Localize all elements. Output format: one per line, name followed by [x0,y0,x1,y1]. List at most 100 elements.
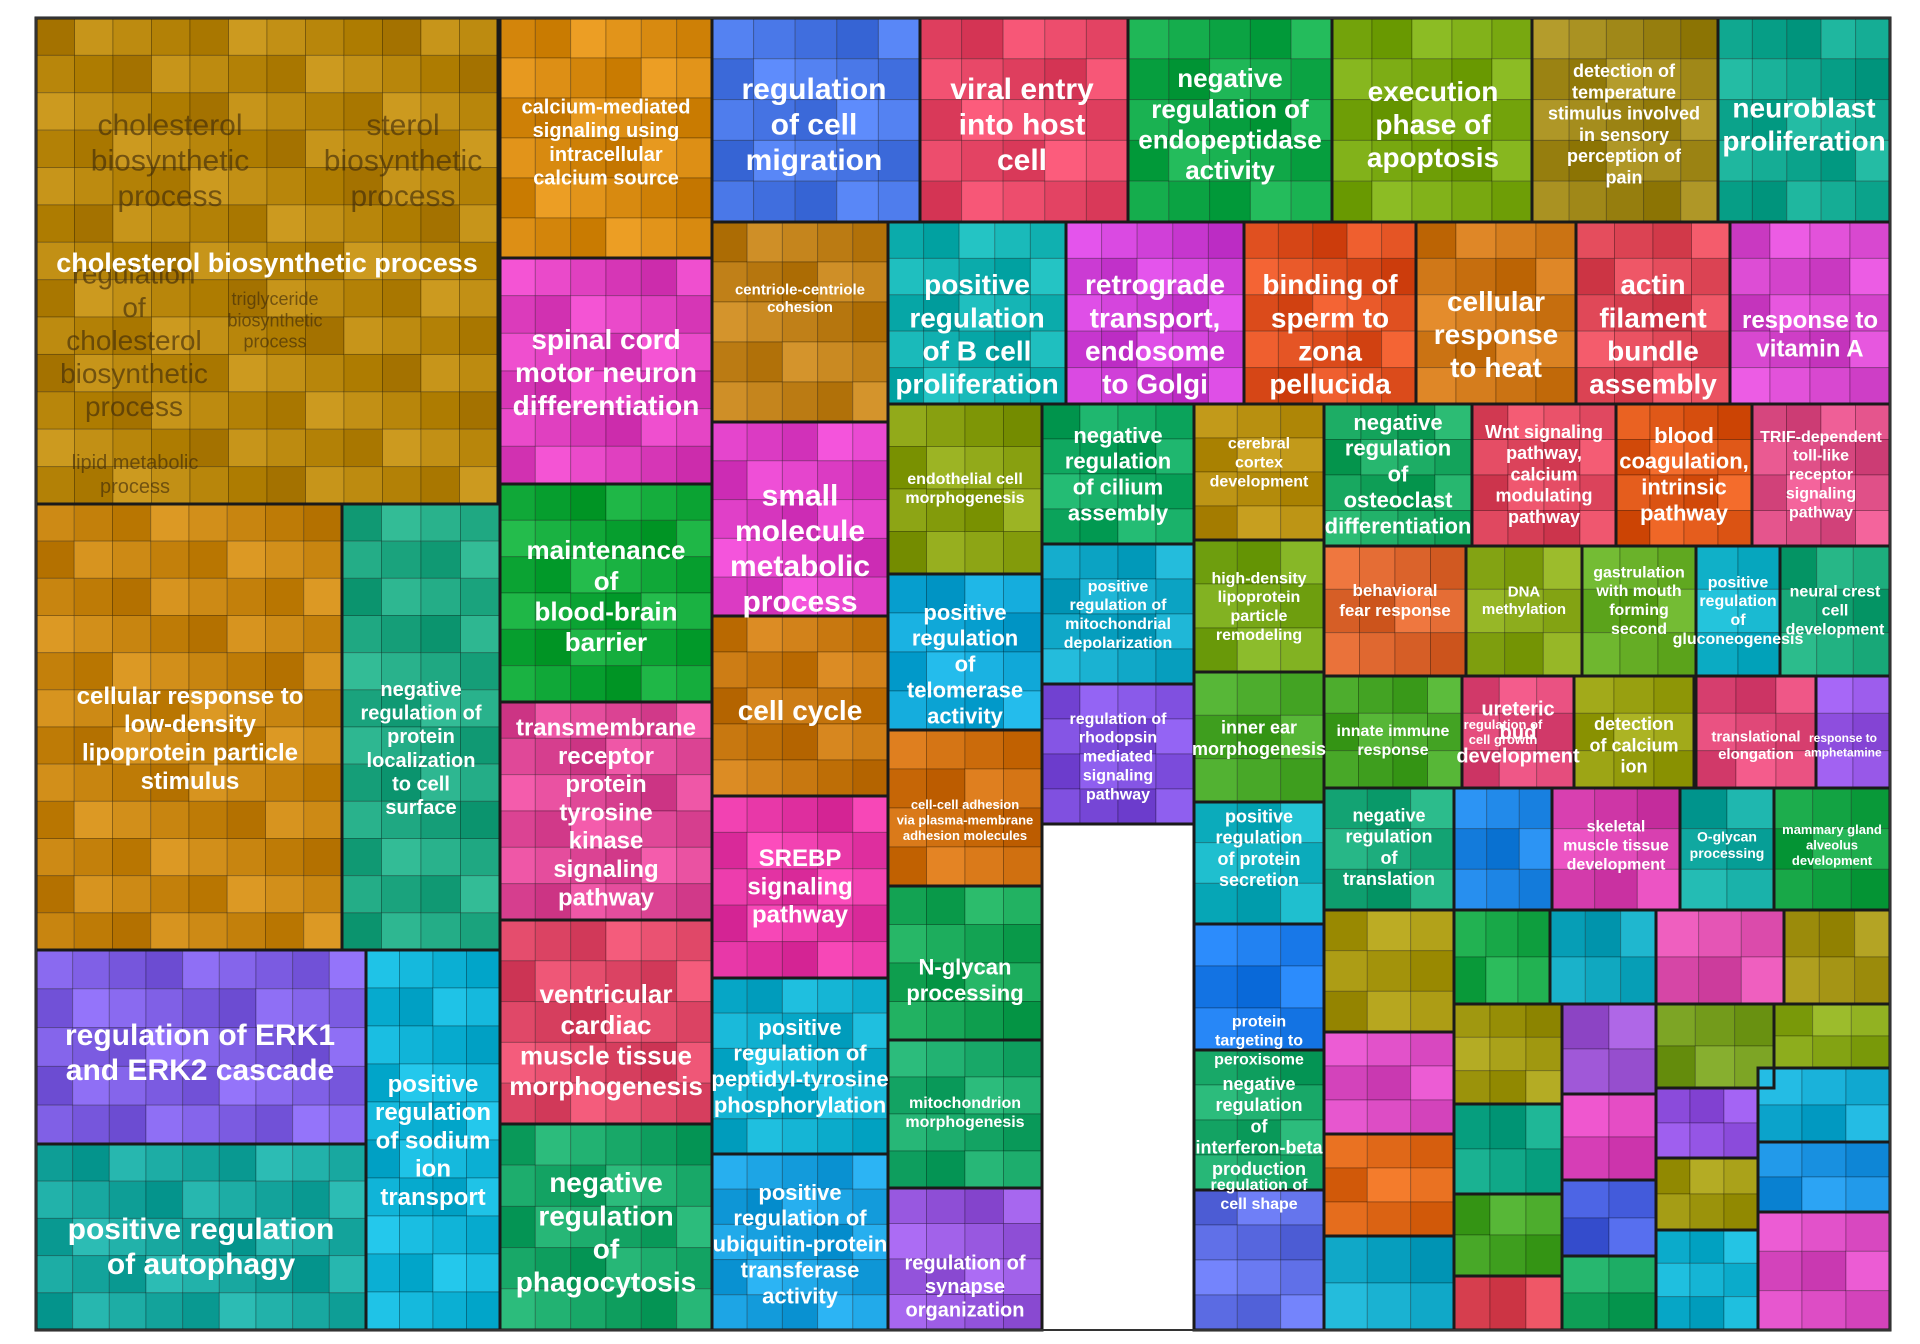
treemap-subtile [112,875,152,914]
treemap-subtile [836,180,879,223]
treemap-subtile [1236,539,1282,585]
treemap-subtile [534,332,572,372]
treemap-subtile [1236,1084,1282,1121]
treemap-subtile [1723,1122,1759,1159]
treemap-subtile [534,737,572,776]
treemap-subtile [887,257,925,296]
treemap-subtile [1323,990,1368,1033]
treemap-subtile [1561,1292,1610,1331]
treemap-subtile [640,628,678,667]
treemap-subtile [887,729,927,770]
treemap-subtile [466,949,501,989]
treemap-subtile [781,723,819,761]
treemap-subtile [72,1104,110,1145]
treemap-subtile [228,54,268,94]
treemap-subtile [877,139,921,182]
treemap-subtile [1003,768,1043,809]
treemap-label-small-molecule-metabolic-process: small molecule metabolic process [730,479,870,618]
treemap-label-neural-crest-cell-development: neural crest cell development [1786,584,1885,639]
treemap-subtile [1280,505,1325,541]
treemap-subtile [381,577,422,616]
treemap-subtile [1323,1031,1368,1067]
treemap-subtile [420,652,461,691]
treemap-label-cell-cycle: cell cycle [738,695,863,726]
treemap-subtile [746,537,783,578]
treemap-subtile [711,1118,748,1155]
treemap-subtile [499,445,536,485]
treemap-subtile [994,330,1031,369]
treemap-subtile [1849,294,1891,332]
treemap-label-cerebral-cortex-development: cerebral cortex development [1210,436,1309,491]
treemap-subtile [1568,17,1607,60]
treemap-subtile [74,167,114,206]
treemap-subtile [420,763,461,802]
treemap-subtile [341,838,382,877]
treemap-subtile [182,1180,220,1219]
treemap-subtile [1723,1262,1759,1298]
treemap-subtile [1434,439,1473,476]
treemap-subtile [852,301,889,343]
treemap-subtile [1451,180,1493,223]
treemap-subtile [1525,1193,1563,1236]
treemap-subtile [150,615,190,654]
treemap-subtile [1397,510,1436,547]
treemap-subtile [887,531,927,575]
treemap-subtile [1786,180,1822,223]
treemap-subtile [640,519,678,558]
treemap-subtile [781,499,819,539]
treemap-subtile [381,763,422,802]
treemap-subtile [926,1113,966,1152]
treemap-subtile [1636,787,1681,830]
treemap-subtile [151,54,191,94]
treemap-subtile [605,883,642,921]
treemap-subtile [570,1123,607,1166]
treemap-subtile [964,846,1004,887]
treemap-subtile [382,353,422,393]
treemap-subtile [570,1247,607,1290]
treemap-subtile [460,875,501,914]
treemap-subtile [74,54,114,94]
treemap-subtile [1518,868,1553,911]
treemap-subtile [499,1123,536,1166]
treemap-subtile [112,763,152,802]
treemap-subtile [35,689,75,728]
treemap-subtile [328,949,367,990]
treemap-label-transmembrane-receptor-protein-tyrosine-kinase-signaling-pathway: transmembrane receptor protein tyrosine kina… [516,714,696,911]
treemap-subtile [1655,956,1700,1005]
treemap-subtile [1820,439,1856,476]
treemap-subtile [1430,545,1467,590]
treemap-subtile [711,651,748,689]
treemap-subtile [1735,750,1777,789]
treemap-subtile [228,279,268,318]
treemap-subtile [112,726,152,765]
treemap-subtile [1757,1290,1803,1331]
treemap-subtile [781,1047,819,1085]
treemap-subtile [1323,403,1362,440]
treemap-subtile [35,1217,74,1257]
treemap-subtile [74,129,114,169]
treemap-subtile [188,838,228,877]
treemap-subtile [218,1027,257,1067]
treemap-subtile [1366,990,1412,1033]
treemap-subtile [341,503,382,542]
treemap-subtile [1652,294,1692,332]
treemap-subtile [640,1205,678,1249]
treemap-subtile [1323,588,1360,634]
treemap-subtile [343,129,383,169]
treemap-subtile [711,460,748,501]
treemap-subtile [1535,367,1577,405]
treemap-subtile [852,868,889,906]
treemap-subtile [1849,330,1891,369]
treemap-subtile [35,428,75,468]
treemap-subtile [1392,750,1428,789]
treemap-subtile [746,1188,783,1225]
treemap-subtile [605,17,642,59]
treemap-subtile [1812,787,1852,830]
treemap-subtile [1434,403,1473,440]
treemap-subtile [341,615,382,654]
treemap-subtile [640,57,678,99]
treemap-subtile [1773,1003,1814,1037]
treemap-subtile [35,1027,74,1067]
treemap-subtile [1855,139,1891,182]
treemap-subtile [432,987,467,1027]
